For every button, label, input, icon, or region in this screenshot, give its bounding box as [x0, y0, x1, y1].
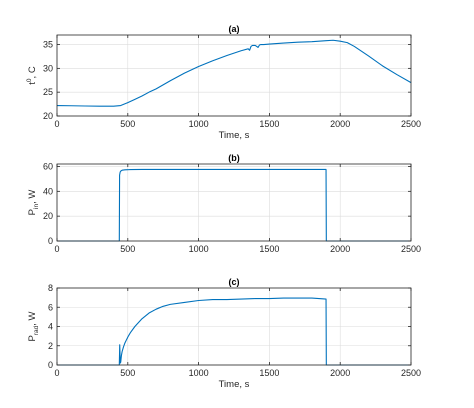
x-tick-label: 2000	[330, 368, 350, 378]
x-tick-label: 1000	[189, 119, 209, 129]
y-tick-label: 25	[43, 87, 53, 97]
x-axis-label: Time, s	[219, 379, 250, 390]
x-tick-label: 500	[120, 368, 135, 378]
y-tick-label: 0	[48, 236, 53, 246]
y-tick-label: 30	[43, 63, 53, 73]
y-axis-label: t0, C	[26, 66, 38, 85]
y-tick-label: 4	[48, 322, 53, 332]
x-tick-label: 2500	[401, 244, 421, 254]
series-line	[57, 168, 411, 242]
y-tick-label: 60	[43, 161, 53, 171]
x-tick-label: 2000	[330, 119, 350, 129]
x-tick-label: 1500	[259, 244, 279, 254]
y-axis-label: Pin, W	[27, 190, 40, 216]
y-label-unit: , W	[27, 311, 38, 325]
y-tick-label: 0	[48, 360, 53, 370]
y-label-main: P	[27, 209, 38, 215]
y-tick-label: 40	[43, 186, 53, 196]
y-tick-label: 20	[43, 111, 53, 121]
y-axis-label: Prad, W	[27, 311, 40, 341]
x-tick-label: 2500	[401, 368, 421, 378]
y-label-unit: , C	[27, 66, 38, 78]
panel-title: (b)	[228, 153, 240, 163]
x-tick-label: 1500	[259, 119, 279, 129]
panel-1: 0 500 1000 1500 2000 2500 0 20 40 60 (b) Pin, W	[27, 153, 421, 254]
axes-box	[56, 163, 412, 242]
x-tick-label: 0	[54, 119, 59, 129]
x-tick-label: 500	[120, 119, 135, 129]
series-line	[57, 297, 411, 366]
y-tick-label: 2	[48, 341, 53, 351]
y-tick-label: 35	[43, 40, 53, 50]
y-label-main: t	[27, 82, 38, 85]
panel-title: (c)	[229, 277, 240, 287]
y-tick-label: 20	[43, 211, 53, 221]
axes-box	[56, 34, 412, 117]
series-line	[56, 39, 412, 107]
x-tick-label: 0	[54, 368, 59, 378]
x-tick-label: 2000	[330, 244, 350, 254]
x-tick-label: 500	[120, 244, 135, 254]
panel-2: 0 500 1000 1500 2000 2500 0 2 4 6 8 (c) Time, s Prad,…	[27, 277, 421, 390]
y-label-main: P	[27, 335, 38, 341]
y-tick-label: 6	[48, 302, 53, 312]
panel-title: (a)	[229, 24, 240, 34]
x-tick-label: 2500	[401, 119, 421, 129]
y-label-unit: , W	[27, 190, 38, 204]
x-tick-label: 1000	[189, 368, 209, 378]
x-tick-label: 1000	[189, 244, 209, 254]
x-tick-label: 0	[54, 244, 59, 254]
x-axis-label: Time, s	[219, 130, 250, 141]
y-label-subscript: rad	[33, 325, 40, 335]
y-label-superscript: 0	[26, 78, 33, 82]
y-tick-label: 8	[48, 283, 53, 293]
y-label-subscript: in	[33, 204, 40, 209]
x-tick-label: 1500	[259, 368, 279, 378]
